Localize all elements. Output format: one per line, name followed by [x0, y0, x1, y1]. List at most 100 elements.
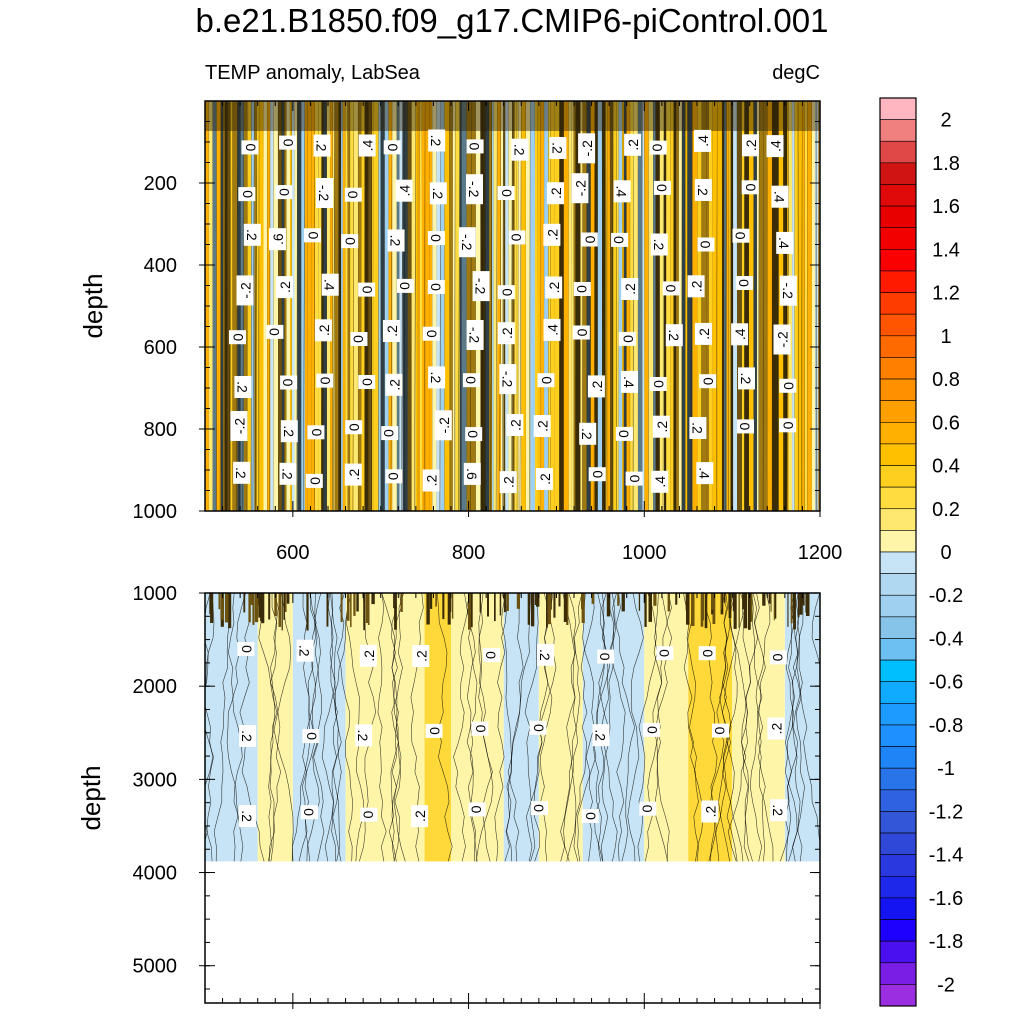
contour-label-box — [396, 278, 414, 293]
contour-label: 0 — [653, 180, 671, 195]
units-label: degC — [772, 62, 820, 84]
contour-label-box — [649, 140, 667, 155]
upper-stripe — [273, 101, 279, 511]
contour-label-text: 0 — [733, 232, 749, 240]
lower-shallow-stripe — [209, 593, 213, 615]
upper-stripe — [284, 101, 287, 511]
upper-stripe — [286, 101, 290, 511]
contour-label-box — [275, 185, 293, 200]
upper-contour-line — [785, 101, 788, 511]
contour-label-text: .4 — [322, 279, 338, 291]
contour-label-box — [434, 410, 452, 441]
colorbar-box — [879, 854, 917, 877]
lower-shallow-stripe — [720, 593, 724, 615]
upper-stripe — [278, 101, 282, 511]
contour-label: 0 — [639, 801, 657, 816]
contour-label-text: .4 — [732, 328, 748, 340]
contour-label-box — [465, 427, 483, 442]
lower-shallow-stripe — [701, 593, 704, 621]
contour-label: 0 — [468, 802, 486, 817]
contour-label-text: -.2 — [316, 185, 332, 202]
lower-shallow-stripe — [558, 593, 561, 607]
colorbar-box — [879, 616, 917, 639]
contour-label-box — [573, 282, 591, 296]
lower-shallow-stripe — [365, 593, 370, 623]
contour-label-text: 0 — [428, 283, 444, 291]
colorbar-box — [879, 140, 917, 164]
contour-label: 0 — [358, 375, 376, 389]
lower-shallow-stripe — [451, 593, 454, 619]
upper-stripe — [508, 101, 513, 511]
contour-label: .2 — [239, 805, 256, 828]
contour-label: 0 — [345, 420, 363, 435]
upper-contour-line — [258, 101, 260, 511]
contour-label-text: -.2 — [775, 331, 791, 348]
upper-stripe — [223, 101, 226, 511]
upper-stripe — [489, 101, 492, 511]
upper-stripe — [485, 101, 490, 511]
upper-stripe — [361, 101, 365, 511]
x-tick-label: 1000 — [622, 542, 667, 564]
contour-label-text: 0 — [386, 472, 402, 480]
upper-stripe — [794, 101, 798, 511]
contour-label: 0 — [741, 180, 759, 195]
lower-shallow-stripe — [278, 593, 282, 627]
upper-contour-line — [340, 101, 342, 511]
upper-stripe — [259, 101, 264, 511]
upper-stripe — [676, 101, 679, 511]
lower-contour-line — [504, 593, 532, 862]
contour-label: .2 — [276, 276, 294, 299]
upper-contour-line — [625, 101, 627, 511]
contour-label: .4 — [694, 129, 711, 152]
contour-label-box — [344, 463, 362, 486]
lower-shallow-stripe — [371, 593, 375, 605]
contour-label-box — [531, 801, 548, 816]
upper-contour-line — [611, 101, 614, 511]
colorbar-label: 1.6 — [932, 196, 960, 218]
lower-panel: 1000 2000 3000 4000 5000 0 .2 .2 .2 0 .2 0 0 0 0 .2 0 .2… — [133, 583, 821, 1009]
upper-stripe — [726, 101, 730, 511]
contour-label-box — [588, 467, 606, 482]
contour-label-text: 0 — [582, 235, 598, 243]
colorbar-box — [879, 962, 917, 985]
upper-stripe — [590, 101, 595, 511]
upper-stripe — [449, 101, 453, 511]
contour-label-text: .2 — [430, 187, 446, 199]
contour-label-box — [313, 134, 331, 157]
contour-label-text: 0 — [424, 330, 440, 338]
contour-label: 0 — [737, 419, 754, 434]
contour-label-text: 0 — [345, 191, 361, 199]
upper-stripe — [326, 101, 331, 511]
contour-label-box — [737, 419, 754, 434]
lower-shallow-stripe — [691, 593, 695, 626]
upper-stripe — [512, 101, 515, 511]
upper-panel: 600 800 1000 1200 200 400 600 800 1000 0 0 .2 .4 0 .2… — [133, 100, 842, 564]
contour-label-text: 0 — [463, 376, 479, 384]
contour-label: 0 — [615, 426, 633, 441]
lower-contour-line — [381, 593, 402, 862]
contour-label-box — [665, 324, 683, 347]
contour-label-text: .2 — [413, 650, 429, 662]
lower-shallow-stripe — [426, 593, 430, 625]
contour-label-box — [497, 322, 515, 345]
contour-label-box — [779, 378, 797, 393]
upper-stripe — [682, 101, 686, 511]
contour-label-box — [615, 426, 633, 441]
colorbar-box — [879, 378, 917, 401]
contour-label-box — [621, 278, 639, 300]
contour-label-box — [237, 642, 255, 656]
contour-label-box — [483, 648, 500, 663]
contour-label: 0 — [581, 809, 599, 823]
contour-label: 0 — [611, 232, 629, 247]
contour-label: 0 — [529, 720, 547, 735]
colorbar-box — [879, 594, 917, 618]
contour-label: -.2 — [230, 411, 248, 441]
contour-label-text: -.2 — [579, 140, 595, 157]
colorbar-label: -1 — [937, 758, 955, 780]
contour-label: .2 — [296, 639, 314, 662]
upper-stripe — [737, 101, 742, 511]
contour-label-box — [625, 471, 643, 486]
lower-shallow-stripe — [220, 593, 224, 620]
y-tick-label: 5000 — [133, 956, 178, 978]
contour-label-box — [535, 468, 553, 490]
